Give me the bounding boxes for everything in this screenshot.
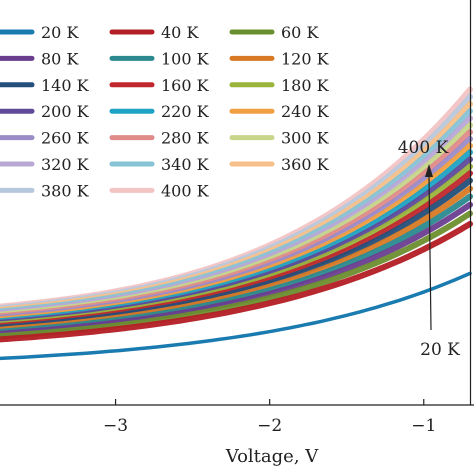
legend-label: 280 K — [161, 129, 210, 148]
x-tick-label: −1 — [411, 416, 436, 436]
series-line-60k — [0, 210, 473, 340]
x-tick-label: −3 — [103, 416, 128, 436]
legend-label: 340 K — [161, 155, 210, 174]
legend-label: 220 K — [161, 102, 210, 121]
legend-label: 200 K — [41, 102, 90, 121]
legend-label: 20 K — [41, 23, 79, 42]
legend-label: 380 K — [41, 181, 90, 200]
legend-label: 120 K — [281, 49, 330, 68]
legend-label: 400 K — [161, 181, 210, 200]
annotation-bottom: 20 K — [420, 340, 460, 360]
annotations: 400 K 20 K — [398, 138, 460, 360]
legend-label: 140 K — [41, 76, 90, 95]
legend-label: 60 K — [281, 23, 319, 42]
legend-label: 300 K — [281, 129, 330, 148]
legend-label: 80 K — [41, 49, 79, 68]
legend-label: 40 K — [161, 23, 199, 42]
series-line-40k — [0, 220, 473, 343]
x-axis-title: Voltage, V — [225, 446, 320, 467]
legend-label: 260 K — [41, 129, 90, 148]
legend-label: 320 K — [41, 155, 90, 174]
annotation-arrow — [428, 175, 432, 331]
legend-label: 160 K — [161, 76, 210, 95]
series-curves — [0, 86, 473, 361]
x-ticks: −3 −2 −1 — [103, 399, 436, 436]
legend: 20 K 40 K 60 K 80 K 100 K 120 K 140 K 160 K 180 … — [0, 23, 330, 200]
annotation-top: 400 K — [398, 138, 449, 158]
legend-label: 100 K — [161, 49, 210, 68]
series-line-20k — [0, 271, 472, 361]
legend-label: 360 K — [281, 155, 330, 174]
annotation-arrowhead — [425, 164, 433, 177]
x-tick-label: −2 — [257, 416, 282, 436]
legend-label: 240 K — [281, 102, 330, 121]
legend-label: 180 K — [281, 76, 330, 95]
